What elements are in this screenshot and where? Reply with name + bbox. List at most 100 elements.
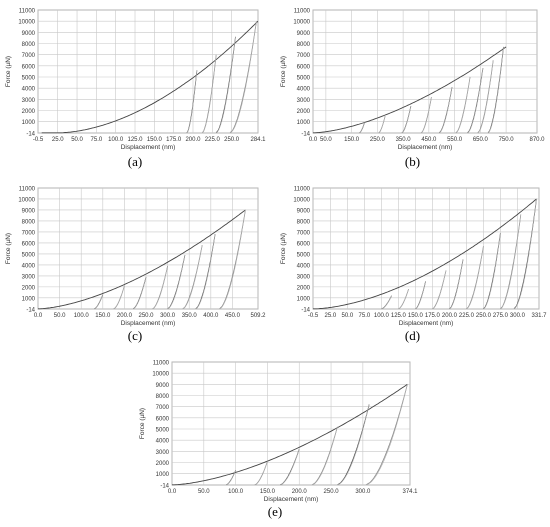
y-tick-label: 10000 xyxy=(293,197,310,203)
x-tick-label: 0.0 xyxy=(168,489,177,495)
y-tick-label: 1000 xyxy=(156,472,170,478)
reloading-curve xyxy=(439,87,453,134)
y-axis-label: Force (µN) xyxy=(280,56,287,87)
x-tick-label: 25.0 xyxy=(52,137,64,143)
x-tick-label: 50.0 xyxy=(54,313,66,319)
x-tick-label: 509.2 xyxy=(250,313,266,319)
plot-area xyxy=(37,9,259,134)
reloading-curve xyxy=(487,46,504,134)
y-tick-label: 6000 xyxy=(22,241,36,247)
y-axis-label: Force (µN) xyxy=(5,233,12,264)
y-tick-label: 11000 xyxy=(19,9,36,15)
plot-area xyxy=(37,187,259,310)
x-tick-label: 50.0 xyxy=(198,489,210,495)
y-tick-label: 11000 xyxy=(294,9,311,15)
y-tick-label: 9000 xyxy=(297,208,311,214)
y-tick-label: 7000 xyxy=(156,405,170,411)
x-tick-label: 25.0 xyxy=(325,313,337,319)
y-tick-label: 6000 xyxy=(297,241,311,247)
x-tick-label: 0.0 xyxy=(309,137,318,143)
x-tick-label: 100.0 xyxy=(374,313,390,319)
y-tick-label: 2000 xyxy=(297,285,311,291)
x-tick-label: 200.0 xyxy=(117,313,133,319)
x-tick-label: 50.0 xyxy=(320,137,332,143)
reloading-curve xyxy=(378,116,386,134)
x-tick-label: -0.5 xyxy=(308,313,319,319)
x-tick-label: 650.0 xyxy=(473,137,489,143)
x-tick-label: 300.0 xyxy=(160,313,176,319)
x-tick-label: 150.0 xyxy=(408,313,424,319)
x-tick-label: 50.0 xyxy=(71,137,83,143)
reloading-curve xyxy=(186,70,198,134)
y-tick-label: 6000 xyxy=(297,64,311,70)
panel-label-b: (b) xyxy=(404,154,421,169)
y-tick-label: 7000 xyxy=(297,53,311,59)
y-tick-label: 7000 xyxy=(22,230,36,236)
y-tick-label: 3000 xyxy=(22,98,36,104)
y-tick-label: 11000 xyxy=(294,187,311,193)
x-tick-label: 150.0 xyxy=(147,137,163,143)
chart-e: -14 1000 2000 3000 4000 5000 6000 7000 8000 9000 1… xyxy=(139,361,418,504)
y-tick-label: 5000 xyxy=(156,428,170,434)
reloading-curve xyxy=(398,288,409,310)
x-tick-label: 750.0 xyxy=(499,137,515,143)
loading-curve xyxy=(41,20,259,134)
x-tick-label: 225.0 xyxy=(459,313,475,319)
reloading-curve xyxy=(167,254,186,310)
y-tick-label: 6000 xyxy=(156,416,170,422)
reloading-curve xyxy=(432,270,447,310)
y-tick-label: 10000 xyxy=(18,20,35,26)
reloading-curve xyxy=(500,214,522,310)
x-tick-label: 350.0 xyxy=(396,137,412,143)
reloading-curve xyxy=(359,122,365,134)
reloading-curve xyxy=(381,295,392,310)
reloading-curve xyxy=(94,294,104,310)
y-tick-label: 2000 xyxy=(22,285,36,291)
x-tick-label: 200.0 xyxy=(442,313,458,319)
y-tick-label: 8000 xyxy=(22,219,36,225)
reloading-curve xyxy=(226,470,236,486)
x-tick-label: 250.0 xyxy=(224,137,240,143)
chart-panel-b: -14 1000 2000 3000 4000 5000 6000 7000 8000 9000 1… xyxy=(275,0,550,172)
reloading-curve xyxy=(195,234,216,310)
y-tick-label: 10000 xyxy=(152,372,169,378)
y-tick-label: 9000 xyxy=(22,208,36,214)
reloading-curve xyxy=(401,105,412,134)
x-tick-label: 300.0 xyxy=(355,489,371,495)
x-tick-label: 300.0 xyxy=(510,313,526,319)
y-tick-label: 11000 xyxy=(153,361,170,367)
chart-a: -14 1000 2000 3000 4000 5000 6000 7000 8000 9000 1… xyxy=(5,9,266,152)
chart-panel-c: -14 1000 2000 3000 4000 5000 6000 7000 8000 9000 1… xyxy=(0,178,270,348)
y-tick-label: -14 xyxy=(26,132,35,138)
x-tick-label: 284.1 xyxy=(250,137,266,143)
chart-c: -14 1000 2000 3000 4000 5000 6000 7000 8000 9000 1… xyxy=(5,187,266,328)
reloading-curve xyxy=(216,36,236,134)
panel-label-a: (a) xyxy=(127,154,143,169)
reloading-curve xyxy=(455,76,471,134)
reloading-curve xyxy=(415,281,426,310)
x-tick-label: 225.0 xyxy=(205,137,221,143)
x-tick-label: -0.5 xyxy=(33,137,44,143)
chart-panel-e: -14 1000 2000 3000 4000 5000 6000 7000 8000 9000 1… xyxy=(130,352,420,524)
y-tick-label: 1000 xyxy=(297,120,311,126)
y-tick-label: 5000 xyxy=(22,252,36,258)
x-tick-label: 125.0 xyxy=(128,137,144,143)
reloading-curve xyxy=(449,259,464,310)
plot-area xyxy=(312,187,540,310)
y-tick-label: 8000 xyxy=(297,42,311,48)
panel-label-d: (d) xyxy=(404,328,421,343)
reloading-curve xyxy=(421,97,432,134)
y-tick-label: 9000 xyxy=(297,31,311,37)
x-tick-label: 150.0 xyxy=(260,489,276,495)
x-tick-label: 200.0 xyxy=(185,137,201,143)
y-tick-label: -14 xyxy=(301,308,310,314)
loading-curve xyxy=(38,209,246,310)
x-tick-label: 0.0 xyxy=(34,313,43,319)
chart-b: -14 1000 2000 3000 4000 5000 6000 7000 8000 9000 1… xyxy=(280,9,545,152)
y-tick-label: 5000 xyxy=(297,76,311,82)
reloading-curve xyxy=(182,245,203,310)
x-tick-label: 150.0 xyxy=(344,137,360,143)
loading-curve xyxy=(313,46,507,134)
y-tick-label: 9000 xyxy=(22,31,36,37)
y-tick-label: 6000 xyxy=(22,64,36,70)
